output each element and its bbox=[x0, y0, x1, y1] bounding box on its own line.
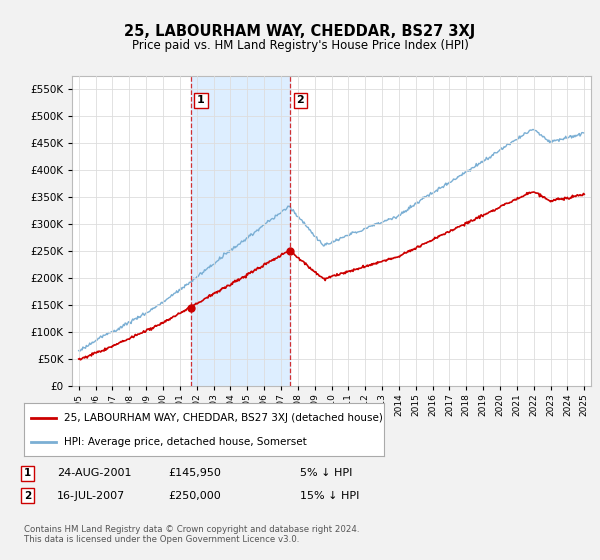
Text: 1: 1 bbox=[24, 468, 31, 478]
Text: Contains HM Land Registry data © Crown copyright and database right 2024.
This d: Contains HM Land Registry data © Crown c… bbox=[24, 525, 359, 544]
Text: 25, LABOURHAM WAY, CHEDDAR, BS27 3XJ: 25, LABOURHAM WAY, CHEDDAR, BS27 3XJ bbox=[124, 24, 476, 39]
Text: 2: 2 bbox=[24, 491, 31, 501]
Text: 5% ↓ HPI: 5% ↓ HPI bbox=[300, 468, 352, 478]
Text: £250,000: £250,000 bbox=[168, 491, 221, 501]
Text: 1: 1 bbox=[197, 95, 205, 105]
Text: 16-JUL-2007: 16-JUL-2007 bbox=[57, 491, 125, 501]
Text: £145,950: £145,950 bbox=[168, 468, 221, 478]
Text: HPI: Average price, detached house, Somerset: HPI: Average price, detached house, Some… bbox=[64, 436, 307, 446]
Text: Price paid vs. HM Land Registry's House Price Index (HPI): Price paid vs. HM Land Registry's House … bbox=[131, 39, 469, 52]
Bar bbox=[191, 76, 290, 386]
Text: 24-AUG-2001: 24-AUG-2001 bbox=[57, 468, 131, 478]
Text: 15% ↓ HPI: 15% ↓ HPI bbox=[300, 491, 359, 501]
Text: 25, LABOURHAM WAY, CHEDDAR, BS27 3XJ (detached house): 25, LABOURHAM WAY, CHEDDAR, BS27 3XJ (de… bbox=[64, 413, 382, 423]
Text: 2: 2 bbox=[296, 95, 304, 105]
